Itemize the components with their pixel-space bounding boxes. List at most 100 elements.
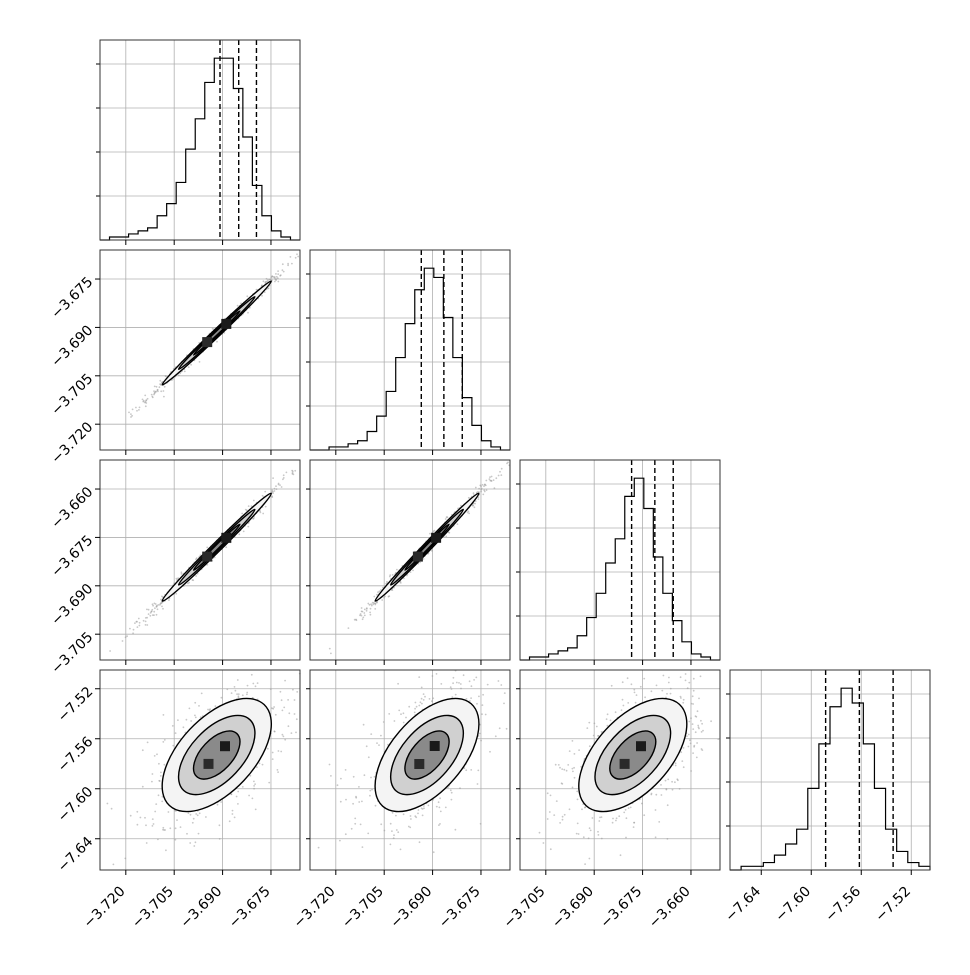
x-tick-label: −3.705 — [129, 884, 177, 932]
scatter-point — [625, 817, 628, 820]
scatter-point — [450, 791, 453, 794]
scatter-point — [151, 825, 154, 827]
y-tick-label: −3.705 — [48, 371, 96, 419]
scatter-point — [431, 549, 433, 552]
scatter-point — [662, 674, 665, 677]
scatter-point — [237, 696, 240, 699]
scatter-point — [372, 602, 375, 604]
scatter-point — [191, 579, 194, 581]
scatter-point — [132, 632, 135, 635]
scatter-point — [295, 718, 298, 721]
scatter-point — [369, 607, 372, 610]
scatter-point — [690, 702, 693, 705]
scatter-point — [627, 702, 630, 704]
scatter-point — [402, 712, 405, 715]
scatter-point — [194, 716, 197, 719]
scatter-point — [206, 563, 209, 566]
scatter-panel-2-0: −3.705−3.690−3.675−3.660 — [48, 459, 301, 677]
scatter-point — [251, 797, 254, 800]
scatter-point — [414, 707, 416, 710]
scatter-point — [400, 713, 402, 716]
scatter-point — [671, 780, 673, 783]
scatter-point — [485, 489, 488, 491]
scatter-point — [297, 255, 300, 258]
scatter-point — [415, 705, 418, 708]
scatter-point — [214, 705, 217, 707]
scatter-point — [295, 731, 297, 734]
scatter-point — [389, 843, 392, 846]
scatter-point — [692, 677, 695, 680]
density-contour — [192, 310, 241, 356]
scatter-point — [406, 574, 408, 577]
scatter-point — [330, 775, 332, 777]
scatter-point — [216, 340, 218, 343]
scatter-point — [254, 783, 256, 785]
scatter-point — [676, 778, 679, 781]
scatter-point — [241, 512, 244, 515]
scatter-point — [240, 302, 242, 305]
scatter-point — [144, 624, 147, 626]
scatter-point — [692, 752, 694, 754]
scatter-point — [254, 685, 257, 688]
scatter-point — [237, 803, 239, 805]
scatter-point — [674, 762, 677, 765]
scatter-point — [194, 714, 196, 717]
scatter-point — [475, 676, 478, 679]
scatter-point — [198, 361, 201, 363]
scatter-point — [397, 831, 400, 834]
scatter-point — [667, 681, 670, 684]
scatter-point — [233, 816, 236, 819]
scatter-point — [235, 795, 238, 798]
scatter-point — [354, 817, 357, 820]
y-tick-label: −3.705 — [48, 629, 96, 677]
scatter-point — [478, 487, 480, 490]
scatter-point — [665, 788, 668, 790]
scatter-point — [155, 613, 158, 616]
scatter-point — [609, 719, 612, 722]
scatter-point — [635, 694, 638, 696]
scatter-point — [264, 505, 267, 508]
scatter-point — [241, 694, 244, 697]
scatter-point — [246, 691, 249, 694]
scatter-point — [265, 277, 268, 280]
scatter-point — [655, 793, 658, 796]
scatter-point — [171, 725, 174, 727]
scatter-point — [573, 753, 576, 755]
scatter-point — [421, 808, 424, 810]
scatter-point — [138, 624, 141, 627]
histogram-step — [100, 57, 300, 241]
scatter-point — [630, 683, 633, 686]
scatter-point — [273, 490, 276, 492]
scatter-point — [643, 814, 646, 817]
scatter-point — [275, 273, 277, 275]
scatter-point — [176, 819, 178, 821]
scatter-point — [163, 385, 166, 388]
scatter-point — [414, 815, 417, 818]
scatter-point — [474, 502, 476, 505]
scatter-point — [180, 571, 183, 574]
scatter-point — [275, 488, 278, 490]
scatter-point — [362, 616, 365, 619]
y-tick-label: −3.690 — [48, 581, 96, 629]
scatter-point — [563, 813, 566, 816]
scatter-point — [273, 730, 276, 733]
scatter-point — [490, 475, 493, 478]
scatter-point — [180, 573, 183, 575]
scatter-point — [473, 506, 476, 509]
scatter-point — [503, 692, 506, 694]
density-contour — [404, 523, 450, 571]
scatter-point — [141, 785, 144, 788]
scatter-point — [420, 686, 423, 689]
scatter-point — [136, 626, 139, 628]
scatter-point — [572, 770, 574, 773]
scatter-point — [588, 827, 591, 830]
scatter-point — [473, 679, 475, 681]
scatter-point — [387, 595, 390, 598]
scatter-point — [135, 406, 137, 409]
scatter-point — [395, 829, 398, 831]
scatter-point — [382, 721, 385, 723]
scatter-point — [163, 739, 166, 741]
scatter-point — [189, 813, 192, 816]
scatter-point — [621, 698, 624, 701]
scatter-point — [575, 832, 578, 835]
